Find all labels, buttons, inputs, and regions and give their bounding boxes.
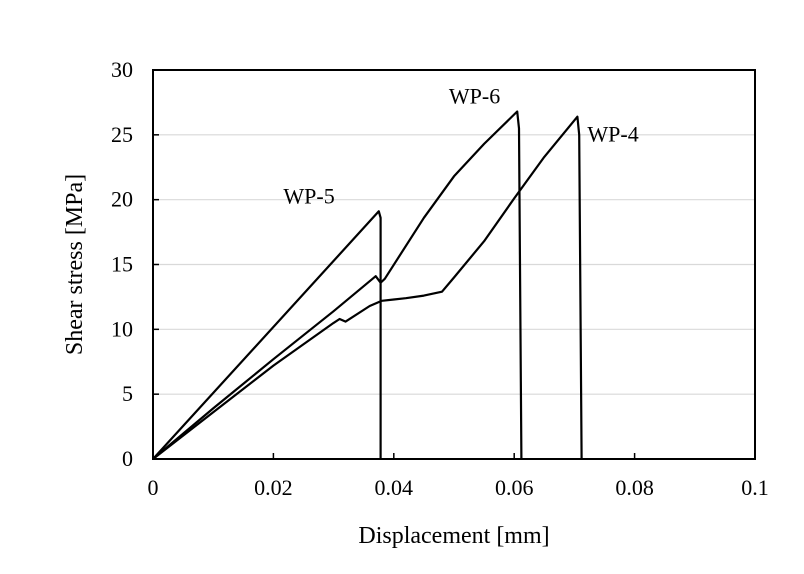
x-tick-label-3: 0.06 bbox=[495, 475, 534, 500]
y-tick-label-0: 0 bbox=[122, 446, 133, 471]
y-axis-title: Shear stress [MPa] bbox=[62, 174, 88, 355]
x-tick-label-2: 0.04 bbox=[375, 475, 414, 500]
x-axis-title: Displacement [mm] bbox=[358, 523, 549, 549]
y-tick-label-1: 5 bbox=[122, 381, 133, 406]
x-tick-label-5: 0.1 bbox=[741, 475, 769, 500]
y-tick-label-4: 20 bbox=[111, 187, 133, 212]
series-lines bbox=[152, 110, 583, 460]
series-label-wp-5: WP-5 bbox=[283, 183, 334, 208]
series-line-wp-6 bbox=[152, 110, 523, 460]
axis-ticks: 0 0.02 0.04 0.06 0.08 0.1 0 5 10 15 20 25 30 bbox=[111, 57, 769, 500]
y-tick-label-3: 15 bbox=[111, 252, 133, 277]
grid-lines bbox=[153, 134, 755, 395]
x-tick-label-0: 0 bbox=[148, 475, 159, 500]
series-line-wp-5 bbox=[152, 210, 382, 460]
y-tick-label-5: 25 bbox=[111, 122, 133, 147]
series-labels: WP-5 WP-6 WP-4 bbox=[283, 83, 638, 208]
series-label-wp-6: WP-6 bbox=[449, 83, 500, 108]
y-tick-label-6: 30 bbox=[111, 57, 133, 82]
x-tick-label-1: 0.02 bbox=[254, 475, 293, 500]
y-tick-label-2: 10 bbox=[111, 316, 133, 341]
series-label-wp-4: WP-4 bbox=[587, 122, 638, 147]
x-tick-label-4: 0.08 bbox=[615, 475, 654, 500]
series-line-wp-4 bbox=[152, 115, 583, 460]
